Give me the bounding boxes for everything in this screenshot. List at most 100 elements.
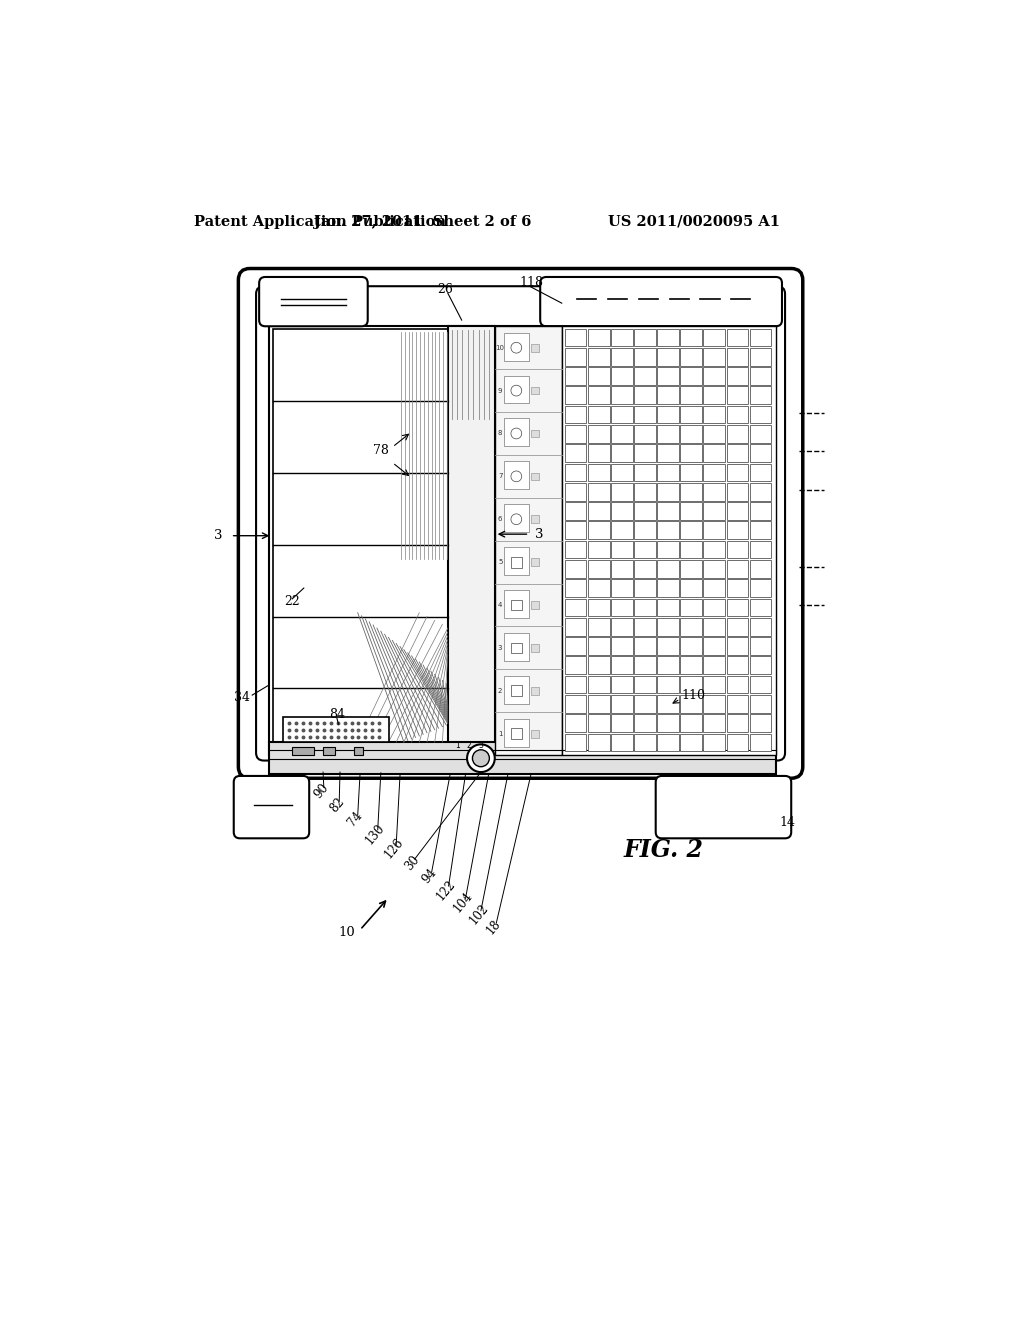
Bar (565, 463, 587, 482)
Bar (703, 714, 725, 733)
Bar (531, 644, 539, 652)
Text: 6: 6 (498, 516, 503, 523)
Bar (727, 483, 749, 500)
Bar (565, 656, 587, 675)
Bar (565, 618, 587, 636)
Bar (531, 343, 539, 351)
Bar (634, 483, 655, 500)
Text: 110: 110 (681, 689, 706, 702)
Bar (680, 618, 701, 636)
Bar (703, 502, 725, 520)
Bar (657, 521, 679, 539)
Bar (611, 329, 633, 346)
Text: 22: 22 (285, 594, 300, 607)
Bar (504, 376, 528, 404)
Circle shape (511, 513, 521, 524)
Bar (703, 425, 725, 442)
Text: 2: 2 (498, 688, 503, 694)
Bar (750, 367, 771, 385)
Text: 8: 8 (498, 430, 503, 437)
Bar (680, 367, 701, 385)
Bar (657, 714, 679, 733)
Bar (657, 541, 679, 558)
Bar (750, 676, 771, 693)
Bar (565, 696, 587, 713)
Bar (634, 502, 655, 520)
Bar (565, 734, 587, 751)
FancyBboxPatch shape (256, 286, 785, 760)
Text: 5: 5 (498, 560, 503, 565)
Bar (703, 598, 725, 616)
Bar (703, 463, 725, 482)
Bar (657, 618, 679, 636)
Bar (588, 541, 609, 558)
Bar (727, 656, 749, 675)
Bar (727, 463, 749, 482)
Text: 118: 118 (519, 276, 543, 289)
Text: US 2011/0020095 A1: US 2011/0020095 A1 (608, 215, 780, 228)
Bar (680, 502, 701, 520)
Bar (727, 348, 749, 366)
Bar (611, 598, 633, 616)
Bar (634, 618, 655, 636)
Bar (727, 598, 749, 616)
Bar (611, 387, 633, 404)
Bar (504, 632, 528, 661)
Circle shape (472, 750, 489, 767)
Bar (657, 734, 679, 751)
Bar (727, 445, 749, 462)
Bar (565, 367, 587, 385)
Bar (588, 676, 609, 693)
Bar (680, 696, 701, 713)
Bar (611, 714, 633, 733)
Bar (680, 638, 701, 655)
Text: 1: 1 (498, 731, 503, 737)
Bar (634, 598, 655, 616)
Bar (565, 521, 587, 539)
Bar (565, 598, 587, 616)
Bar (531, 558, 539, 566)
Bar (588, 387, 609, 404)
Bar (611, 560, 633, 578)
Bar (562, 326, 776, 755)
Bar (611, 618, 633, 636)
Bar (727, 638, 749, 655)
Bar (657, 425, 679, 442)
Bar (565, 483, 587, 500)
Bar (750, 734, 771, 751)
Bar (611, 734, 633, 751)
Bar (703, 618, 725, 636)
Bar (703, 676, 725, 693)
Bar (565, 387, 587, 404)
Text: 30: 30 (402, 853, 422, 873)
Bar (750, 696, 771, 713)
Bar (588, 483, 609, 500)
Bar (657, 405, 679, 424)
Bar (588, 714, 609, 733)
Bar (611, 656, 633, 675)
Bar (703, 734, 725, 751)
Bar (634, 329, 655, 346)
Bar (504, 676, 528, 704)
Bar (750, 463, 771, 482)
Text: 130: 130 (364, 821, 388, 846)
Bar (504, 590, 528, 618)
Bar (634, 425, 655, 442)
Bar (611, 348, 633, 366)
Bar (611, 405, 633, 424)
Bar (588, 502, 609, 520)
Bar (680, 405, 701, 424)
Bar (703, 367, 725, 385)
Bar (634, 656, 655, 675)
Bar (703, 521, 725, 539)
Bar (657, 463, 679, 482)
Text: 78: 78 (373, 445, 388, 458)
Bar (680, 425, 701, 442)
Text: 126: 126 (382, 836, 407, 861)
Bar (750, 348, 771, 366)
Bar (531, 387, 539, 395)
Bar (680, 541, 701, 558)
Bar (750, 618, 771, 636)
Bar (588, 521, 609, 539)
Bar (727, 734, 749, 751)
